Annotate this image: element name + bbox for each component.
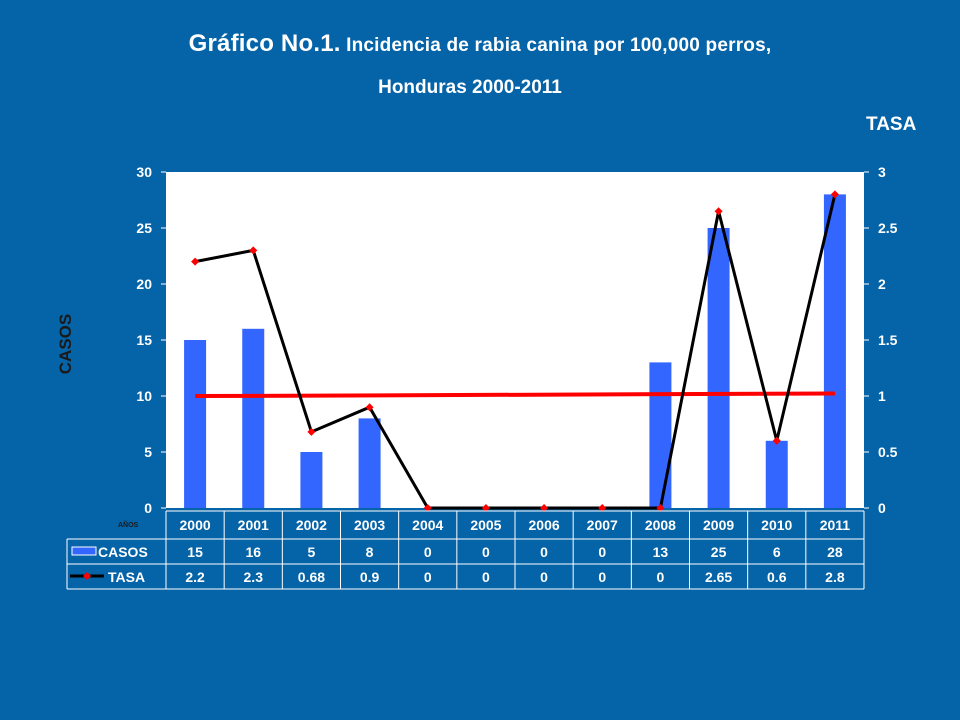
bar-casos-2002 bbox=[300, 452, 323, 508]
table-cell-tasa: 2.8 bbox=[825, 569, 845, 585]
table-cell-casos: 28 bbox=[827, 544, 843, 560]
tasa-point-2009 bbox=[714, 207, 723, 216]
table-header-year: 2004 bbox=[412, 517, 443, 533]
table-cell-tasa: 2.3 bbox=[244, 569, 264, 585]
table-cell-tasa: 0 bbox=[540, 569, 548, 585]
table-cell-tasa: 0.68 bbox=[298, 569, 325, 585]
table-cell-casos: 13 bbox=[653, 544, 669, 560]
table-header-year: 2001 bbox=[238, 517, 269, 533]
bar-casos-2009 bbox=[707, 228, 730, 508]
bar-casos-2003 bbox=[358, 418, 381, 508]
right-axis-tick-label: 2.5 bbox=[878, 220, 898, 236]
table-header-year: 2009 bbox=[703, 517, 734, 533]
left-axis-title: CASOS bbox=[56, 314, 75, 374]
table-cell-casos: 0 bbox=[598, 544, 606, 560]
left-axis-tick-label: 5 bbox=[144, 444, 152, 460]
right-axis-tick-label: 2 bbox=[878, 276, 886, 292]
table-header-year: 2002 bbox=[296, 517, 327, 533]
table-cell-casos: 16 bbox=[245, 544, 261, 560]
table-cell-tasa: 0 bbox=[424, 569, 432, 585]
chart-title-part1: Gráfico No.1. bbox=[188, 30, 341, 57]
table-cell-casos: 8 bbox=[366, 544, 374, 560]
legend-key-casos bbox=[71, 546, 97, 556]
table-row-label-tasa: TASA bbox=[108, 569, 145, 585]
tasa-line bbox=[194, 194, 837, 510]
left-axis-tick-label: 30 bbox=[136, 164, 152, 180]
table-header-year: 2005 bbox=[470, 517, 501, 533]
table-header-year: 2000 bbox=[180, 517, 211, 533]
table-header-year: 2006 bbox=[529, 517, 560, 533]
table-header-year: 2010 bbox=[761, 517, 792, 533]
table-header-year: 2011 bbox=[820, 517, 851, 533]
left-axis-tick-label: 20 bbox=[136, 276, 152, 292]
tasa-point-2004 bbox=[423, 504, 432, 512]
legend-key-tasa-marker bbox=[83, 572, 91, 580]
table-header-year: 2008 bbox=[645, 517, 676, 533]
table-cell-casos: 5 bbox=[308, 544, 316, 560]
tasa-point-2008 bbox=[656, 504, 665, 512]
tasa-trend-line bbox=[195, 391, 835, 399]
table-cell-casos: 0 bbox=[424, 544, 432, 560]
right-axis-tick-label: 1 bbox=[878, 388, 886, 404]
tasa-point-2000 bbox=[191, 257, 200, 266]
table-cell-tasa: 2.65 bbox=[705, 569, 732, 585]
bar-casos-2008 bbox=[649, 362, 672, 508]
right-axis-tick-label: 0 bbox=[878, 500, 886, 516]
tasa-point-2005 bbox=[481, 504, 490, 512]
table-cell-casos: 0 bbox=[482, 544, 490, 560]
category-axis-title: AÑOS bbox=[118, 520, 139, 529]
right-axis-tick-label: 0.5 bbox=[878, 444, 898, 460]
bar-casos-2000 bbox=[184, 340, 207, 508]
table-cell-tasa: 0 bbox=[598, 569, 606, 585]
chart-title: Gráfico No.1. Incidencia de rabia canina… bbox=[0, 30, 960, 58]
left-axis-tick-label: 0 bbox=[144, 500, 152, 516]
plot-area bbox=[166, 172, 864, 508]
table-cell-casos: 15 bbox=[187, 544, 203, 560]
bar-casos-2010 bbox=[765, 440, 788, 508]
chart-title-part2: Incidencia de rabia canina por 100,000 p… bbox=[340, 35, 772, 56]
table-cell-casos: 0 bbox=[540, 544, 548, 560]
table-cell-tasa: 0.6 bbox=[767, 569, 787, 585]
tasa-point-2011 bbox=[830, 190, 839, 199]
table-cell-casos: 6 bbox=[773, 544, 781, 560]
right-axis-tick-label: 3 bbox=[878, 164, 886, 180]
chart-title-line2: Honduras 2000-2011 bbox=[378, 77, 562, 98]
table-row-label-casos: CASOS bbox=[98, 544, 148, 560]
right-axis-tick-label: 1.5 bbox=[878, 332, 898, 348]
left-axis-tick-label: 10 bbox=[136, 388, 152, 404]
tasa-point-2006 bbox=[540, 504, 549, 512]
table-cell-tasa: 2.2 bbox=[185, 569, 205, 585]
left-axis-tick-label: 15 bbox=[136, 332, 152, 348]
table-cell-tasa: 0.9 bbox=[360, 569, 380, 585]
right-axis-title: TASA bbox=[866, 114, 917, 135]
table-cell-tasa: 0 bbox=[482, 569, 490, 585]
table-cell-casos: 25 bbox=[711, 544, 727, 560]
tasa-point-2010 bbox=[772, 436, 781, 445]
table-header-year: 2007 bbox=[587, 517, 618, 533]
bar-casos-2001 bbox=[242, 328, 265, 508]
tasa-point-2003 bbox=[365, 403, 374, 412]
bar-casos-2011 bbox=[823, 194, 846, 508]
tasa-point-2001 bbox=[249, 246, 258, 255]
tasa-point-2007 bbox=[598, 504, 607, 512]
left-axis-tick-label: 25 bbox=[136, 220, 152, 236]
tasa-point-2002 bbox=[307, 427, 316, 436]
table-header-year: 2003 bbox=[354, 517, 385, 533]
table-cell-tasa: 0 bbox=[657, 569, 665, 585]
